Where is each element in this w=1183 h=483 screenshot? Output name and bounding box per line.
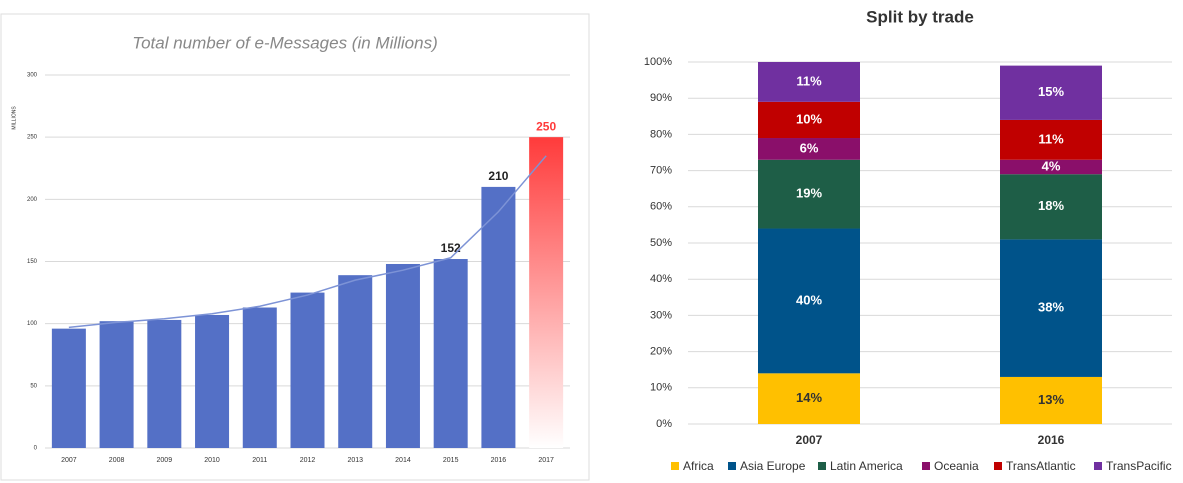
y-tick-label: 100% — [644, 56, 672, 68]
legend-swatch — [671, 462, 679, 470]
bar-segment — [758, 228, 860, 374]
data-label: 13% — [1038, 392, 1064, 407]
y-tick-label: 100 — [27, 321, 38, 327]
y-tick-label: 50% — [650, 237, 672, 249]
bar-segment — [758, 159, 860, 229]
y-tick-label: 300 — [27, 73, 38, 79]
trend-line — [68, 155, 547, 329]
legend-label: Oceania — [934, 459, 979, 473]
bar-segment — [1000, 65, 1102, 120]
legend-swatch — [922, 462, 930, 470]
data-label: 18% — [1038, 198, 1064, 213]
data-label: 19% — [796, 186, 822, 201]
bar-segment — [1000, 174, 1102, 240]
bar-segment — [758, 373, 860, 424]
bar-segment — [1000, 239, 1102, 377]
bar — [51, 328, 86, 448]
y-tick-label: 150 — [27, 259, 38, 265]
legend-label: Asia Europe — [740, 459, 806, 473]
bar — [385, 263, 420, 448]
bar-segment — [758, 138, 860, 160]
bar — [529, 137, 564, 448]
bar — [195, 314, 230, 448]
x-tick-label: 2009 — [157, 457, 173, 464]
y-tick-label: 50 — [30, 383, 37, 389]
y-tick-label: 10% — [650, 382, 672, 394]
x-tick-label: 2008 — [109, 457, 125, 464]
data-label: 6% — [800, 140, 819, 155]
x-tick-label: 2010 — [204, 457, 220, 464]
bar — [481, 186, 516, 448]
y-tick-label: 90% — [650, 92, 672, 104]
legend-swatch — [818, 462, 826, 470]
y-tick-label: 60% — [650, 201, 672, 213]
bar-segment — [1000, 159, 1102, 175]
data-label: 40% — [796, 292, 822, 307]
data-label: 15% — [1038, 84, 1064, 99]
data-label: 38% — [1038, 300, 1064, 315]
data-label: 14% — [796, 390, 822, 405]
x-tick-label: 2007 — [61, 457, 77, 464]
legend-label: TransAtlantic — [1006, 459, 1076, 473]
bar — [242, 307, 277, 448]
y-axis-label: MILLIONS — [11, 106, 17, 130]
data-label: 152 — [441, 241, 461, 255]
x-tick-label: 2015 — [443, 457, 459, 464]
bar — [433, 259, 468, 448]
x-tick-label: 2017 — [538, 457, 554, 464]
y-tick-label: 0 — [34, 446, 38, 452]
bar — [290, 292, 325, 448]
bar-segment — [1000, 119, 1102, 160]
legend-label: Latin America — [830, 459, 903, 473]
y-tick-label: 80% — [650, 128, 672, 140]
data-label: 210 — [488, 169, 508, 183]
bar — [147, 319, 182, 448]
x-tick-label: 2013 — [347, 457, 363, 464]
y-tick-label: 0% — [656, 418, 672, 430]
chart-title: Total number of e-Messages (in Millions) — [132, 33, 438, 52]
y-tick-label: 70% — [650, 165, 672, 177]
bar — [338, 275, 373, 448]
y-tick-label: 30% — [650, 309, 672, 321]
x-tick-label: 2016 — [1038, 433, 1065, 447]
x-tick-label: 2016 — [491, 457, 507, 464]
y-tick-label: 40% — [650, 273, 672, 285]
y-tick-label: 250 — [27, 135, 38, 141]
data-label: 10% — [796, 111, 822, 126]
data-label: 4% — [1042, 158, 1061, 173]
y-tick-label: 200 — [27, 197, 38, 203]
bar-segment — [1000, 376, 1102, 424]
bar — [99, 321, 134, 448]
data-label: 250 — [536, 119, 556, 133]
legend-swatch — [728, 462, 736, 470]
x-tick-label: 2012 — [300, 457, 316, 464]
legend-label: Africa — [683, 459, 714, 473]
data-label: 11% — [1038, 131, 1064, 146]
bar-segment — [758, 62, 860, 102]
x-tick-label: 2011 — [252, 457, 267, 464]
legend-swatch — [1094, 462, 1102, 470]
y-tick-label: 20% — [650, 346, 672, 358]
bar-segment — [758, 101, 860, 139]
x-tick-label: 2007 — [796, 433, 823, 447]
chart-title: Split by trade — [866, 7, 974, 26]
data-label: 11% — [796, 73, 822, 88]
legend-swatch — [994, 462, 1002, 470]
legend-label: TransPacific — [1106, 459, 1172, 473]
x-tick-label: 2014 — [395, 457, 411, 464]
